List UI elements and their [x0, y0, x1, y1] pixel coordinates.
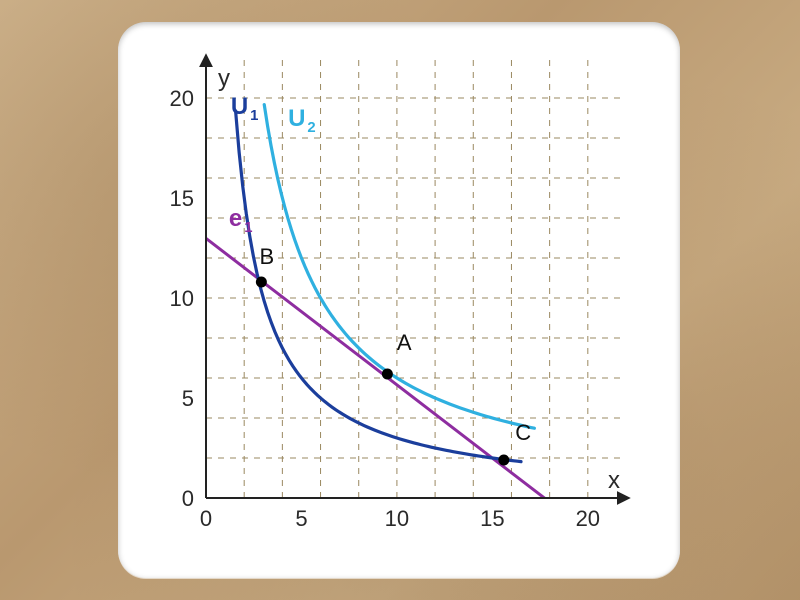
y-tick: 10: [170, 286, 194, 311]
chart-card: 0510152005101520xyU1U2e1BAC: [118, 22, 680, 578]
point-label-A: A: [397, 330, 412, 355]
point-label-C: C: [515, 420, 531, 445]
point-B: [256, 277, 267, 288]
x-axis-label: x: [608, 467, 620, 494]
point-A: [382, 369, 393, 380]
y-tick: 0: [182, 486, 194, 511]
point-label-B: B: [259, 244, 274, 269]
y-tick: 20: [170, 86, 194, 111]
point-C: [498, 455, 509, 466]
x-tick: 20: [576, 506, 600, 531]
u2-label: U2: [288, 105, 316, 136]
e1-label: e1: [229, 205, 253, 236]
x-tick: 5: [295, 506, 307, 531]
x-tick: 10: [385, 506, 409, 531]
x-tick: 15: [480, 506, 504, 531]
y-axis-label: y: [218, 65, 230, 92]
paper-background: 0510152005101520xyU1U2e1BAC: [0, 0, 800, 600]
indifference-curve-chart: 0510152005101520xyU1U2e1BAC: [118, 22, 680, 578]
y-tick: 15: [170, 186, 194, 211]
y-tick: 5: [182, 386, 194, 411]
x-tick: 0: [200, 506, 212, 531]
